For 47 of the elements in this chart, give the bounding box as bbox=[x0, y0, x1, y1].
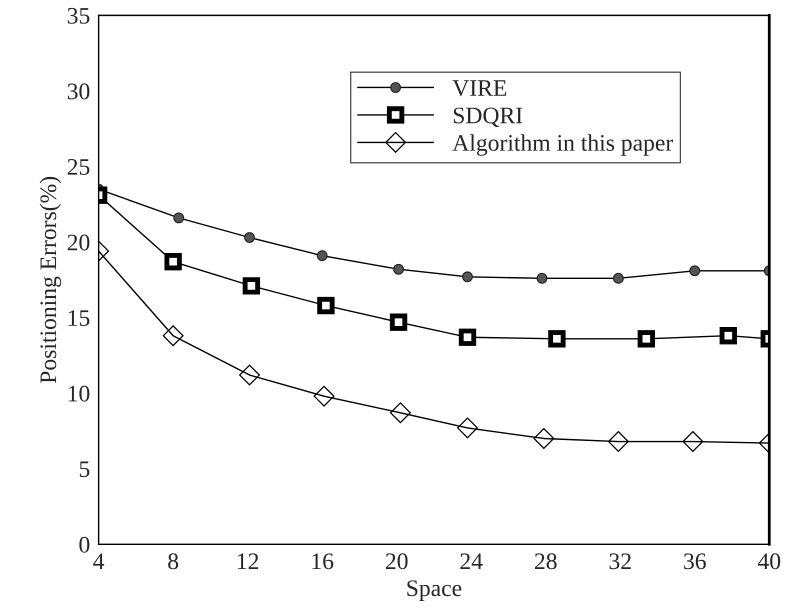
point bbox=[689, 265, 700, 276]
legend-label: SDQRI bbox=[454, 108, 522, 128]
x-tick-label: 28 bbox=[534, 553, 557, 570]
point bbox=[242, 277, 260, 295]
point bbox=[533, 428, 554, 449]
point bbox=[462, 271, 473, 282]
point bbox=[548, 330, 566, 348]
y-tick-label: 0 bbox=[79, 536, 90, 553]
point bbox=[536, 272, 548, 284]
point bbox=[173, 212, 184, 224]
x-tick-label: 36 bbox=[684, 553, 706, 570]
point bbox=[720, 327, 737, 344]
y-tick-label: 5 bbox=[80, 461, 90, 478]
x-tick-label: 8 bbox=[168, 553, 178, 570]
point bbox=[317, 296, 335, 314]
point bbox=[244, 232, 255, 243]
point bbox=[608, 431, 629, 452]
y-tick-label: 25 bbox=[68, 159, 90, 175]
x-tick-label: 24 bbox=[460, 553, 483, 569]
legend-label: VIRE bbox=[452, 80, 506, 96]
y-tick-label: 30 bbox=[68, 83, 90, 100]
x-axis-title: Space bbox=[407, 580, 462, 601]
x-tick-label: 32 bbox=[610, 553, 631, 570]
point bbox=[314, 386, 334, 407]
point bbox=[239, 364, 260, 386]
y-tick-label: 15 bbox=[68, 310, 90, 326]
point bbox=[316, 250, 328, 262]
x-tick-label: 40 bbox=[758, 553, 780, 570]
point bbox=[458, 328, 476, 346]
point bbox=[390, 402, 411, 424]
x-tick-label: 16 bbox=[312, 553, 334, 570]
x-tick-label: 4 bbox=[93, 553, 104, 569]
y-tick-label: 20 bbox=[68, 234, 90, 250]
y-axis-title: Positioning Errors(%) bbox=[40, 176, 62, 384]
y-tick-label: 35 bbox=[68, 8, 90, 24]
y-tick-label: 10 bbox=[68, 386, 90, 402]
point bbox=[612, 272, 624, 284]
point bbox=[164, 253, 182, 270]
point bbox=[393, 264, 404, 275]
x-tick-label: 12 bbox=[238, 553, 258, 569]
x-tick-label: 20 bbox=[386, 553, 408, 570]
point bbox=[162, 325, 184, 346]
point bbox=[457, 417, 478, 438]
point bbox=[638, 330, 655, 348]
point bbox=[390, 313, 408, 331]
point bbox=[682, 431, 704, 452]
legend-label: Algorithm in this paper bbox=[452, 134, 674, 156]
